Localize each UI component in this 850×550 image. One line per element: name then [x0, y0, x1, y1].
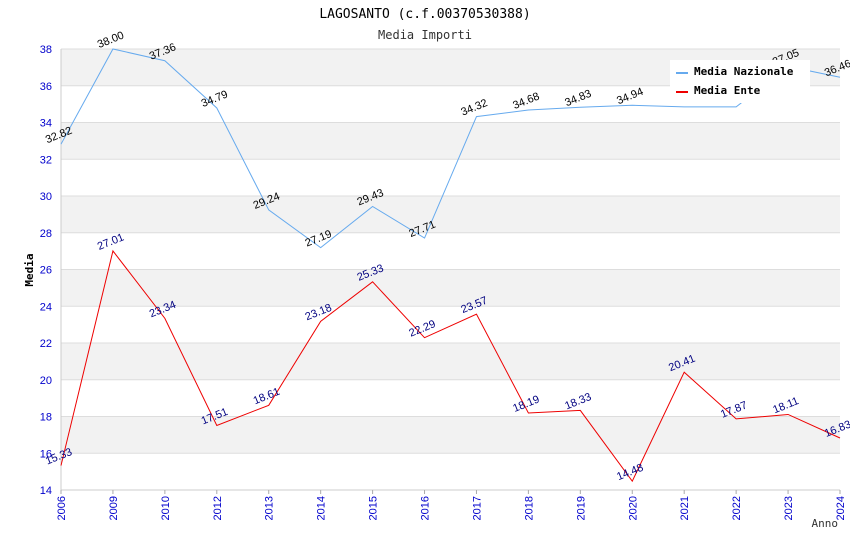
x-tick-label: 2018 — [523, 496, 535, 520]
x-axis-ticks: 2006 2009 2010 2012 2013 2014 2015 2016 2017 2018… — [56, 490, 847, 520]
grid-band — [61, 306, 840, 343]
y-tick-label: 26 — [40, 265, 52, 277]
legend: Media Nazionale Media Ente — [670, 60, 810, 103]
grid-band — [61, 122, 840, 160]
y-tick-label: 18 — [40, 412, 52, 424]
legend-box — [670, 60, 810, 103]
x-tick-label: 2015 — [368, 496, 380, 520]
x-tick-label: 2019 — [575, 496, 587, 520]
grid-band — [61, 196, 840, 233]
grid-band — [61, 453, 840, 490]
legend-label-ente: Media Ente — [694, 84, 761, 97]
y-axis-ticks: 14 16 18 20 22 24 26 28 30 32 34 36 38 — [40, 44, 52, 497]
x-tick-label: 2014 — [316, 496, 328, 520]
x-tick-label: 2020 — [627, 496, 639, 520]
chart-subtitle: Media Importi — [378, 28, 472, 42]
x-tick-label: 2012 — [212, 496, 224, 520]
y-tick-label: 20 — [40, 375, 52, 387]
x-tick-label: 2009 — [108, 496, 120, 520]
y-axis-label: Media — [23, 253, 36, 286]
y-tick-label: 38 — [40, 44, 52, 56]
data-label-nazionale: 38.00 — [96, 29, 126, 50]
x-tick-label: 2006 — [56, 496, 68, 520]
y-tick-label: 36 — [40, 81, 52, 93]
y-tick-label: 28 — [40, 228, 52, 240]
grid-band — [61, 379, 840, 417]
y-tick-label: 34 — [40, 118, 52, 130]
y-tick-label: 24 — [40, 301, 52, 313]
series-line-ente — [60, 249, 841, 483]
y-tick-label: 30 — [40, 191, 52, 203]
grid-band — [61, 343, 840, 380]
x-tick-label: 2022 — [731, 496, 743, 520]
x-tick-label: 2024 — [835, 496, 847, 520]
x-tick-label: 2013 — [264, 496, 276, 520]
series-line-nazionale — [60, 48, 841, 249]
grid-band — [61, 416, 840, 454]
y-tick-label: 22 — [40, 338, 52, 350]
grid-band — [61, 269, 840, 307]
x-tick-label: 2010 — [160, 496, 172, 520]
x-tick-label: 2017 — [471, 496, 483, 520]
x-axis-label: Anno — [812, 517, 839, 530]
grid-band — [61, 232, 840, 270]
x-tick-label: 2016 — [420, 496, 432, 520]
grid-bands — [60, 48, 840, 491]
y-tick-label: 14 — [40, 485, 52, 497]
x-tick-label: 2021 — [679, 496, 691, 520]
chart-title: LAGOSANTO (c.f.00370530388) — [319, 7, 530, 22]
y-tick-label: 16 — [40, 448, 52, 460]
legend-label-nazionale: Media Nazionale — [694, 65, 794, 78]
y-tick-label: 32 — [40, 154, 52, 166]
x-tick-label: 2023 — [783, 496, 795, 520]
series-lines — [60, 48, 841, 483]
